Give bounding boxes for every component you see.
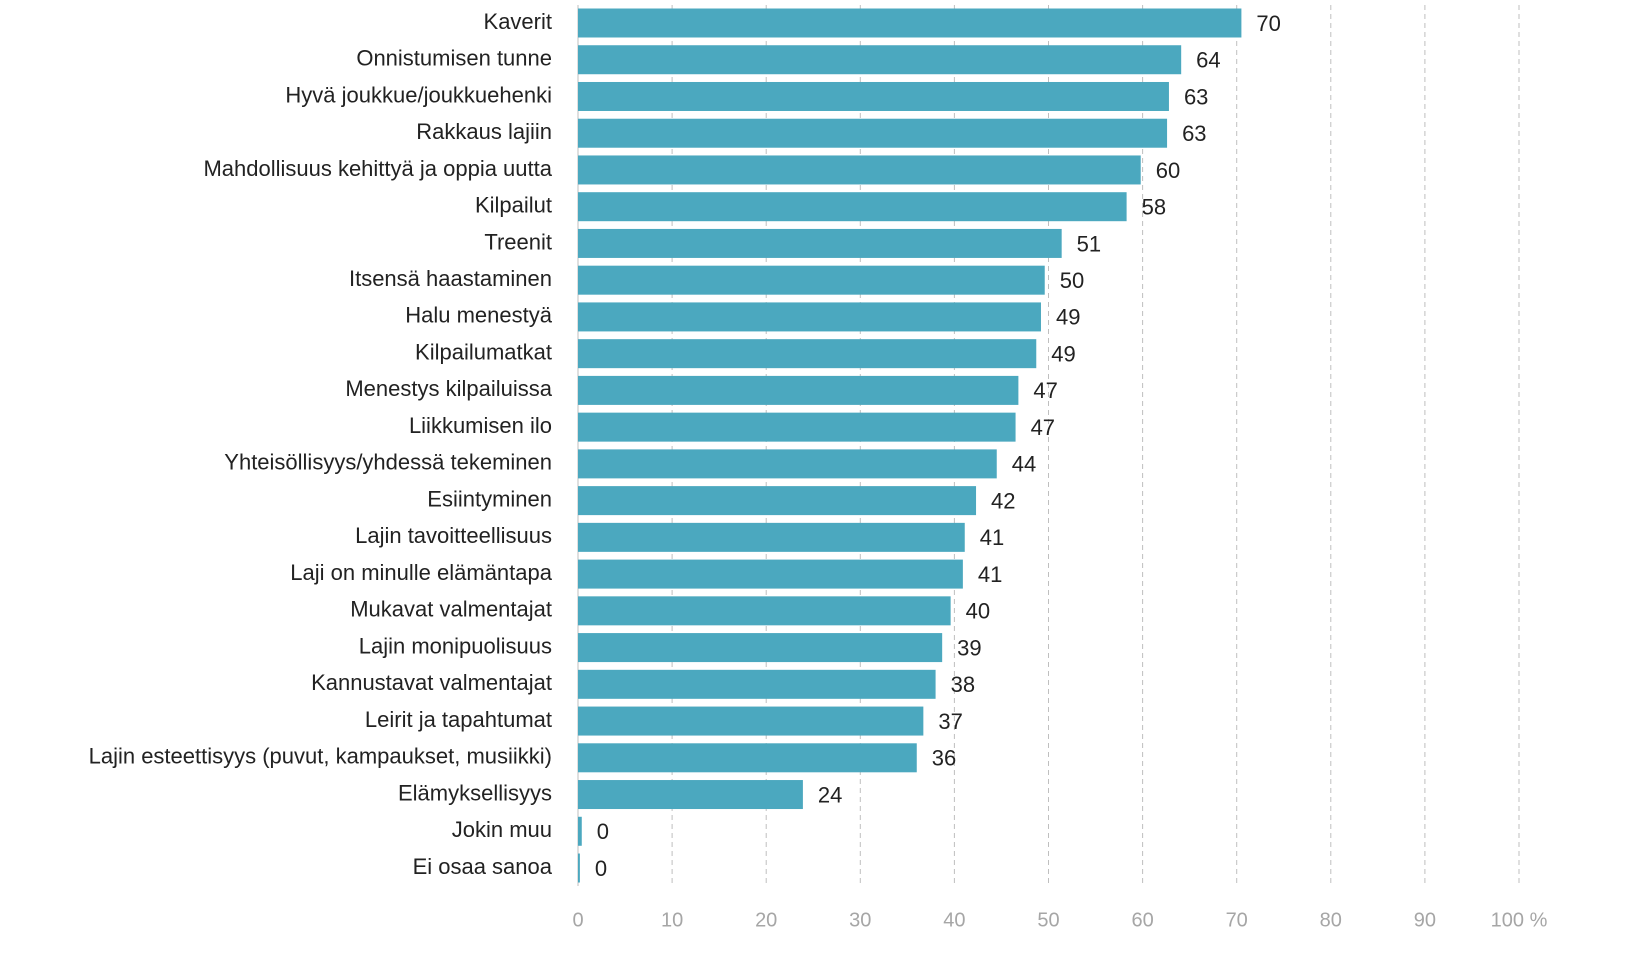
bar — [578, 81, 1169, 111]
category-label: Kilpailumatkat — [415, 339, 552, 364]
category-label: Jokin muu — [452, 817, 552, 842]
bar — [578, 522, 965, 552]
bar — [578, 706, 924, 736]
bar — [578, 412, 1016, 442]
x-tick-label: 80 — [1320, 909, 1342, 931]
value-label: 63 — [1182, 121, 1206, 146]
bar — [578, 486, 977, 516]
x-tick-label: 60 — [1131, 909, 1153, 931]
bar — [578, 155, 1141, 185]
bar — [578, 853, 580, 883]
category-label: Esiintyminen — [427, 486, 552, 511]
bar — [578, 596, 951, 626]
x-tick-label: 10 — [661, 909, 683, 931]
category-label: Liikkumisen ilo — [409, 413, 552, 438]
category-label: Rakkaus lajiin — [416, 119, 552, 144]
value-label: 60 — [1156, 158, 1180, 183]
x-tick-label: 30 — [849, 909, 871, 931]
category-label: Lajin esteettisyys (puvut, kampaukset, m… — [89, 744, 552, 769]
category-label: Onnistumisen tunne — [356, 46, 552, 71]
category-label: Itsensä haastaminen — [349, 266, 552, 291]
bar — [578, 339, 1037, 369]
category-label: Halu menestyä — [405, 303, 553, 328]
value-label: 36 — [932, 746, 956, 771]
bar — [578, 118, 1168, 148]
x-tick-label: 40 — [943, 909, 965, 931]
category-label: Kaverit — [484, 9, 552, 34]
value-label: 41 — [978, 562, 1002, 587]
value-label: 58 — [1142, 195, 1166, 220]
value-label: 49 — [1051, 341, 1075, 366]
category-label: Kannustavat valmentajat — [311, 670, 552, 695]
value-label: 42 — [991, 488, 1015, 513]
x-tick-label: 70 — [1226, 909, 1248, 931]
category-label: Treenit — [484, 229, 552, 254]
category-label: Lajin tavoitteellisuus — [355, 523, 552, 548]
x-tick-label: 20 — [755, 909, 777, 931]
category-label: Yhteisöllisyys/yhdessä tekeminen — [224, 450, 552, 475]
value-label: 38 — [951, 672, 975, 697]
value-label: 24 — [818, 782, 842, 807]
value-label: 47 — [1033, 378, 1057, 403]
bar — [578, 302, 1041, 332]
bar — [578, 559, 963, 589]
bar — [578, 780, 803, 810]
value-label: 44 — [1012, 452, 1036, 477]
value-label: 37 — [938, 709, 962, 734]
value-label: 39 — [957, 635, 981, 660]
x-tick-label: 0 — [572, 909, 583, 931]
value-label: 63 — [1184, 84, 1208, 109]
bar — [578, 743, 917, 773]
bar — [578, 228, 1062, 258]
value-label: 70 — [1256, 11, 1280, 36]
value-label: 0 — [597, 819, 609, 844]
value-label: 40 — [966, 599, 990, 624]
category-label: Lajin monipuolisuus — [359, 633, 552, 658]
value-label: 47 — [1031, 415, 1055, 440]
bar — [578, 45, 1182, 75]
category-label: Mahdollisuus kehittyä ja oppia uutta — [203, 156, 552, 181]
x-tick-label: 100 % — [1491, 909, 1548, 931]
bar — [578, 816, 582, 846]
category-label: Menestys kilpailuissa — [345, 376, 552, 401]
category-label: Mukavat valmentajat — [350, 597, 552, 622]
category-label: Leirit ja tapahtumat — [365, 707, 552, 732]
value-label: 64 — [1196, 48, 1220, 73]
value-label: 51 — [1077, 231, 1101, 256]
category-label: Ei osaa sanoa — [413, 854, 553, 879]
bar — [578, 633, 943, 663]
category-label: Kilpailut — [475, 193, 552, 218]
x-tick-label: 90 — [1414, 909, 1436, 931]
value-label: 0 — [595, 856, 607, 881]
category-label: Elämyksellisyys — [398, 780, 552, 805]
category-label: Hyvä joukkue/joukkuehenki — [285, 82, 552, 107]
value-label: 41 — [980, 525, 1004, 550]
bar — [578, 192, 1127, 222]
value-label: 49 — [1056, 305, 1080, 330]
bar — [578, 265, 1045, 295]
bar — [578, 375, 1019, 405]
x-tick-label: 50 — [1037, 909, 1059, 931]
category-label: Laji on minulle elämäntapa — [290, 560, 552, 585]
bar — [578, 8, 1242, 38]
bar — [578, 449, 997, 479]
value-label: 50 — [1060, 268, 1084, 293]
bar — [578, 669, 936, 699]
